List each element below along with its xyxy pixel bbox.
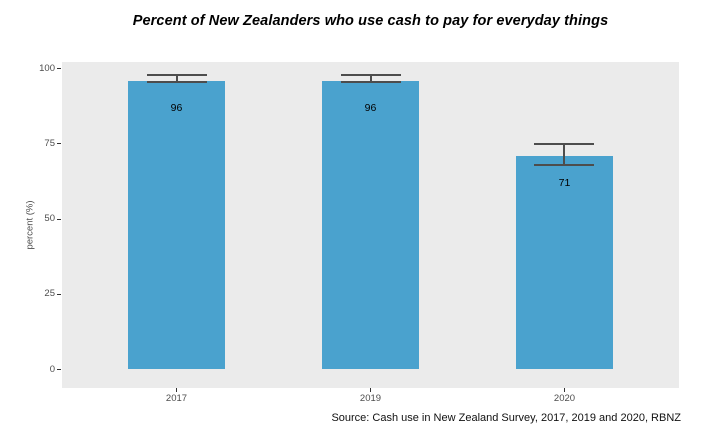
y-axis-tick-mark xyxy=(57,218,61,220)
x-axis-tick-mark xyxy=(370,388,371,392)
bar-value-label: 71 xyxy=(558,176,571,189)
x-axis-tick-label: 2019 xyxy=(359,393,382,404)
error-bar-upper-cap xyxy=(534,142,595,145)
bar-2020 xyxy=(515,155,613,370)
x-axis-tick-mark xyxy=(563,388,565,392)
error-bar-upper-cap xyxy=(146,74,207,77)
y-axis-tick-mark xyxy=(57,143,61,145)
error-bar-line xyxy=(563,143,566,165)
error-bar-line xyxy=(369,75,372,83)
x-axis-tick-label: 2020 xyxy=(553,393,576,404)
y-axis-tick-label: 0 xyxy=(49,363,55,375)
y-axis-tick-label: 75 xyxy=(44,137,55,149)
y-axis-tick-label: 100 xyxy=(39,62,55,74)
bar-value-label: 96 xyxy=(170,101,183,114)
y-axis-tick-label: 25 xyxy=(44,288,55,300)
y-axis-tick-mark xyxy=(57,293,61,295)
x-axis-tick-label: 2017 xyxy=(165,393,188,404)
error-bar-upper-cap xyxy=(340,74,401,77)
y-axis-tick-label: 50 xyxy=(44,213,55,224)
bar-2019 xyxy=(322,80,419,370)
source-caption: Source: Cash use in New Zealand Survey, … xyxy=(331,412,681,424)
y-axis-tick-mark xyxy=(57,369,61,370)
error-bar-lower-cap xyxy=(340,81,401,84)
bar-value-label: 96 xyxy=(364,101,377,114)
y-axis-title: percent (%) xyxy=(24,200,36,250)
x-axis-tick-mark xyxy=(176,388,177,392)
error-bar-lower-cap xyxy=(534,163,595,166)
chart-title: Percent of New Zealanders who use cash t… xyxy=(132,13,609,29)
error-bar-lower-cap xyxy=(146,81,207,84)
error-bar-line xyxy=(175,75,178,83)
y-axis-tick-mark xyxy=(57,68,61,69)
bar-2017 xyxy=(128,80,225,370)
